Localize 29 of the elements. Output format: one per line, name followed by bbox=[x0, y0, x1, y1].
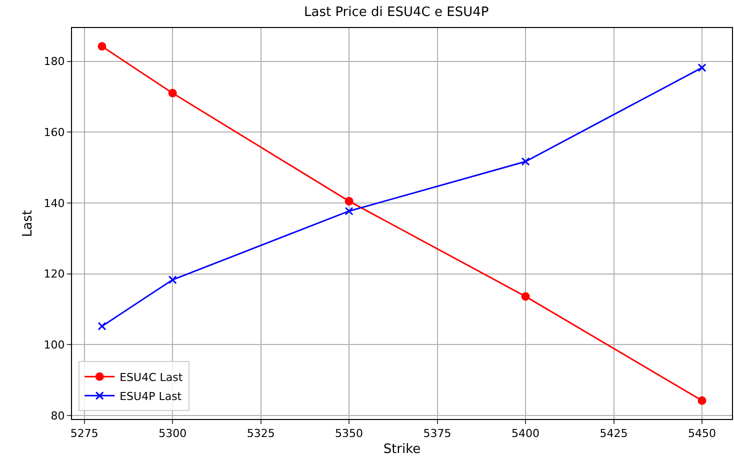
point bbox=[98, 42, 106, 51]
point bbox=[168, 88, 177, 98]
y-tick-label: 80 bbox=[50, 409, 65, 422]
y-axis-title: Last bbox=[20, 210, 36, 238]
y-tick-label: 160 bbox=[44, 126, 65, 139]
point bbox=[521, 292, 530, 301]
y-tick-label: 180 bbox=[44, 55, 65, 68]
legend-label: ESU4P Last bbox=[120, 390, 182, 403]
x-tick-label: 5300 bbox=[158, 427, 187, 440]
y-tick-label: 100 bbox=[44, 338, 65, 352]
x-tick-label: 5425 bbox=[600, 427, 628, 440]
x-tick-label: 5450 bbox=[688, 427, 716, 440]
x-tick-label: 5350 bbox=[335, 427, 364, 440]
point bbox=[168, 276, 177, 284]
point bbox=[521, 157, 530, 166]
x-tick-label: 5275 bbox=[70, 427, 98, 440]
point bbox=[344, 206, 354, 216]
point bbox=[698, 396, 706, 405]
point bbox=[98, 322, 106, 330]
point bbox=[344, 196, 354, 206]
y-tick-label: 120 bbox=[44, 268, 65, 281]
legend-label: ESU4C Last bbox=[120, 370, 184, 384]
y-tick-label: 140 bbox=[44, 196, 65, 210]
x-tick-label: 5375 bbox=[423, 427, 452, 440]
x-tick-label: 5325 bbox=[246, 427, 275, 440]
chart-title: Last Price di ESU4C e ESU4P bbox=[304, 4, 489, 20]
point bbox=[698, 63, 706, 72]
x-tick-label: 5400 bbox=[512, 427, 540, 440]
x-axis-title: Strike bbox=[383, 442, 421, 457]
